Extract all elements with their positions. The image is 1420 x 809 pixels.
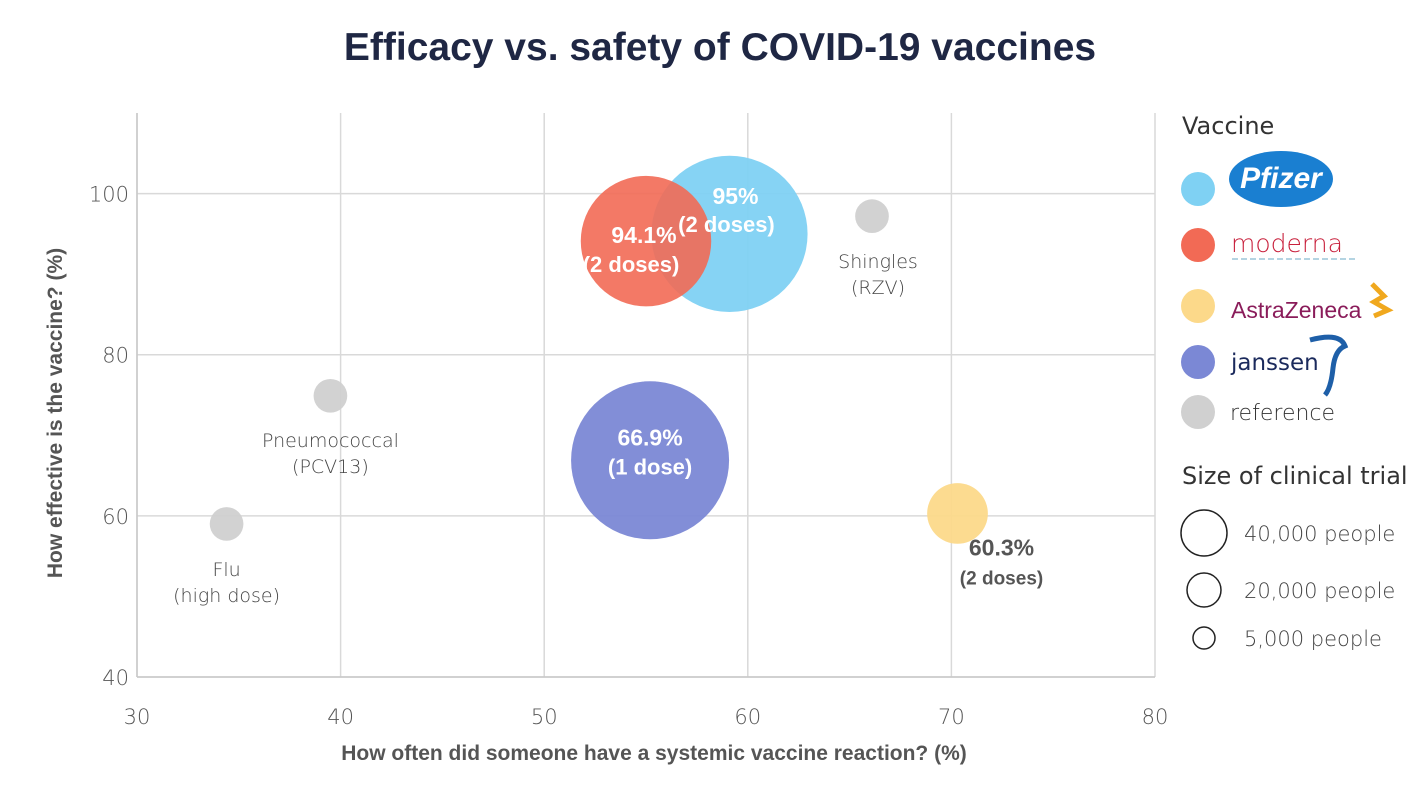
bubble-label-doses: (2 doses) [960, 568, 1043, 589]
bubble-label-doses: (1 dose) [608, 454, 692, 479]
y-tick-label: 100 [89, 183, 129, 207]
bubble-label-value: 66.9% [617, 424, 682, 450]
y-axis-label: How effective is the vaccine? (%) [44, 248, 67, 578]
x-tick-label: 50 [531, 705, 558, 729]
x-axis-label: How often did someone have a systemic va… [341, 742, 967, 765]
size-legend-circle [1186, 572, 1222, 608]
bubble-janssen [571, 381, 730, 540]
bubble-astrazeneca [927, 483, 988, 544]
legend-swatch [1181, 172, 1215, 206]
bubble-label-doses: (2 doses) [678, 212, 775, 237]
chart-title: Efficacy vs. safety of COVID-19 vaccines [343, 26, 1097, 69]
reference-label-detail: (high dose) [173, 585, 280, 607]
reference-label-detail: (RZV) [851, 277, 905, 299]
legend-item-pfizer: Pfizer [1240, 162, 1324, 195]
reference-label-name: Pneumococcal [262, 430, 399, 452]
reference-label-detail: (PCV13) [292, 456, 369, 478]
bubble-label-value: 95% [712, 183, 758, 209]
legend-item-reference: reference [1230, 401, 1335, 426]
legend-swatch [1181, 345, 1215, 379]
legend-swatch [1181, 228, 1215, 262]
janssen-logo-mark [1309, 334, 1349, 397]
y-tick-label: 40 [102, 666, 129, 690]
bubble-moderna [580, 175, 712, 307]
bubble-label-doses: (2 doses) [583, 252, 680, 277]
legend-item-astrazeneca: AstraZeneca [1231, 297, 1362, 323]
bubble-reference [855, 199, 889, 233]
x-tick-label: 80 [1142, 705, 1169, 729]
bubble-label-value: 94.1% [611, 222, 676, 248]
size-legend-circle [1180, 509, 1228, 557]
size-legend-title: Size of clinical trial [1182, 462, 1408, 490]
bubble-label-value: 60.3% [969, 534, 1034, 560]
x-tick-label: 70 [938, 705, 965, 729]
x-tick-label: 60 [734, 705, 761, 729]
y-tick-label: 80 [102, 344, 129, 368]
size-legend-label: 5,000 people [1244, 627, 1382, 651]
y-tick-label: 60 [102, 505, 129, 529]
legend-swatch [1181, 289, 1215, 323]
size-legend-label: 40,000 people [1244, 522, 1395, 546]
bubble-reference [313, 378, 348, 413]
astrazeneca-logo-mark [1369, 282, 1394, 319]
reference-label-name: Flu [212, 559, 240, 581]
bubble-reference [209, 507, 244, 541]
pfizer-logo [1229, 151, 1333, 207]
legend-item-moderna: moderna [1231, 229, 1343, 258]
legend-swatch [1181, 395, 1215, 429]
reference-label-name: Shingles [838, 251, 918, 273]
size-legend-label: 20,000 people [1244, 579, 1395, 603]
x-tick-label: 40 [327, 705, 354, 729]
legend-title: Vaccine [1182, 112, 1275, 140]
x-tick-label: 30 [124, 705, 151, 729]
size-legend-circle [1192, 626, 1216, 650]
legend-item-janssen: janssen [1230, 350, 1319, 376]
